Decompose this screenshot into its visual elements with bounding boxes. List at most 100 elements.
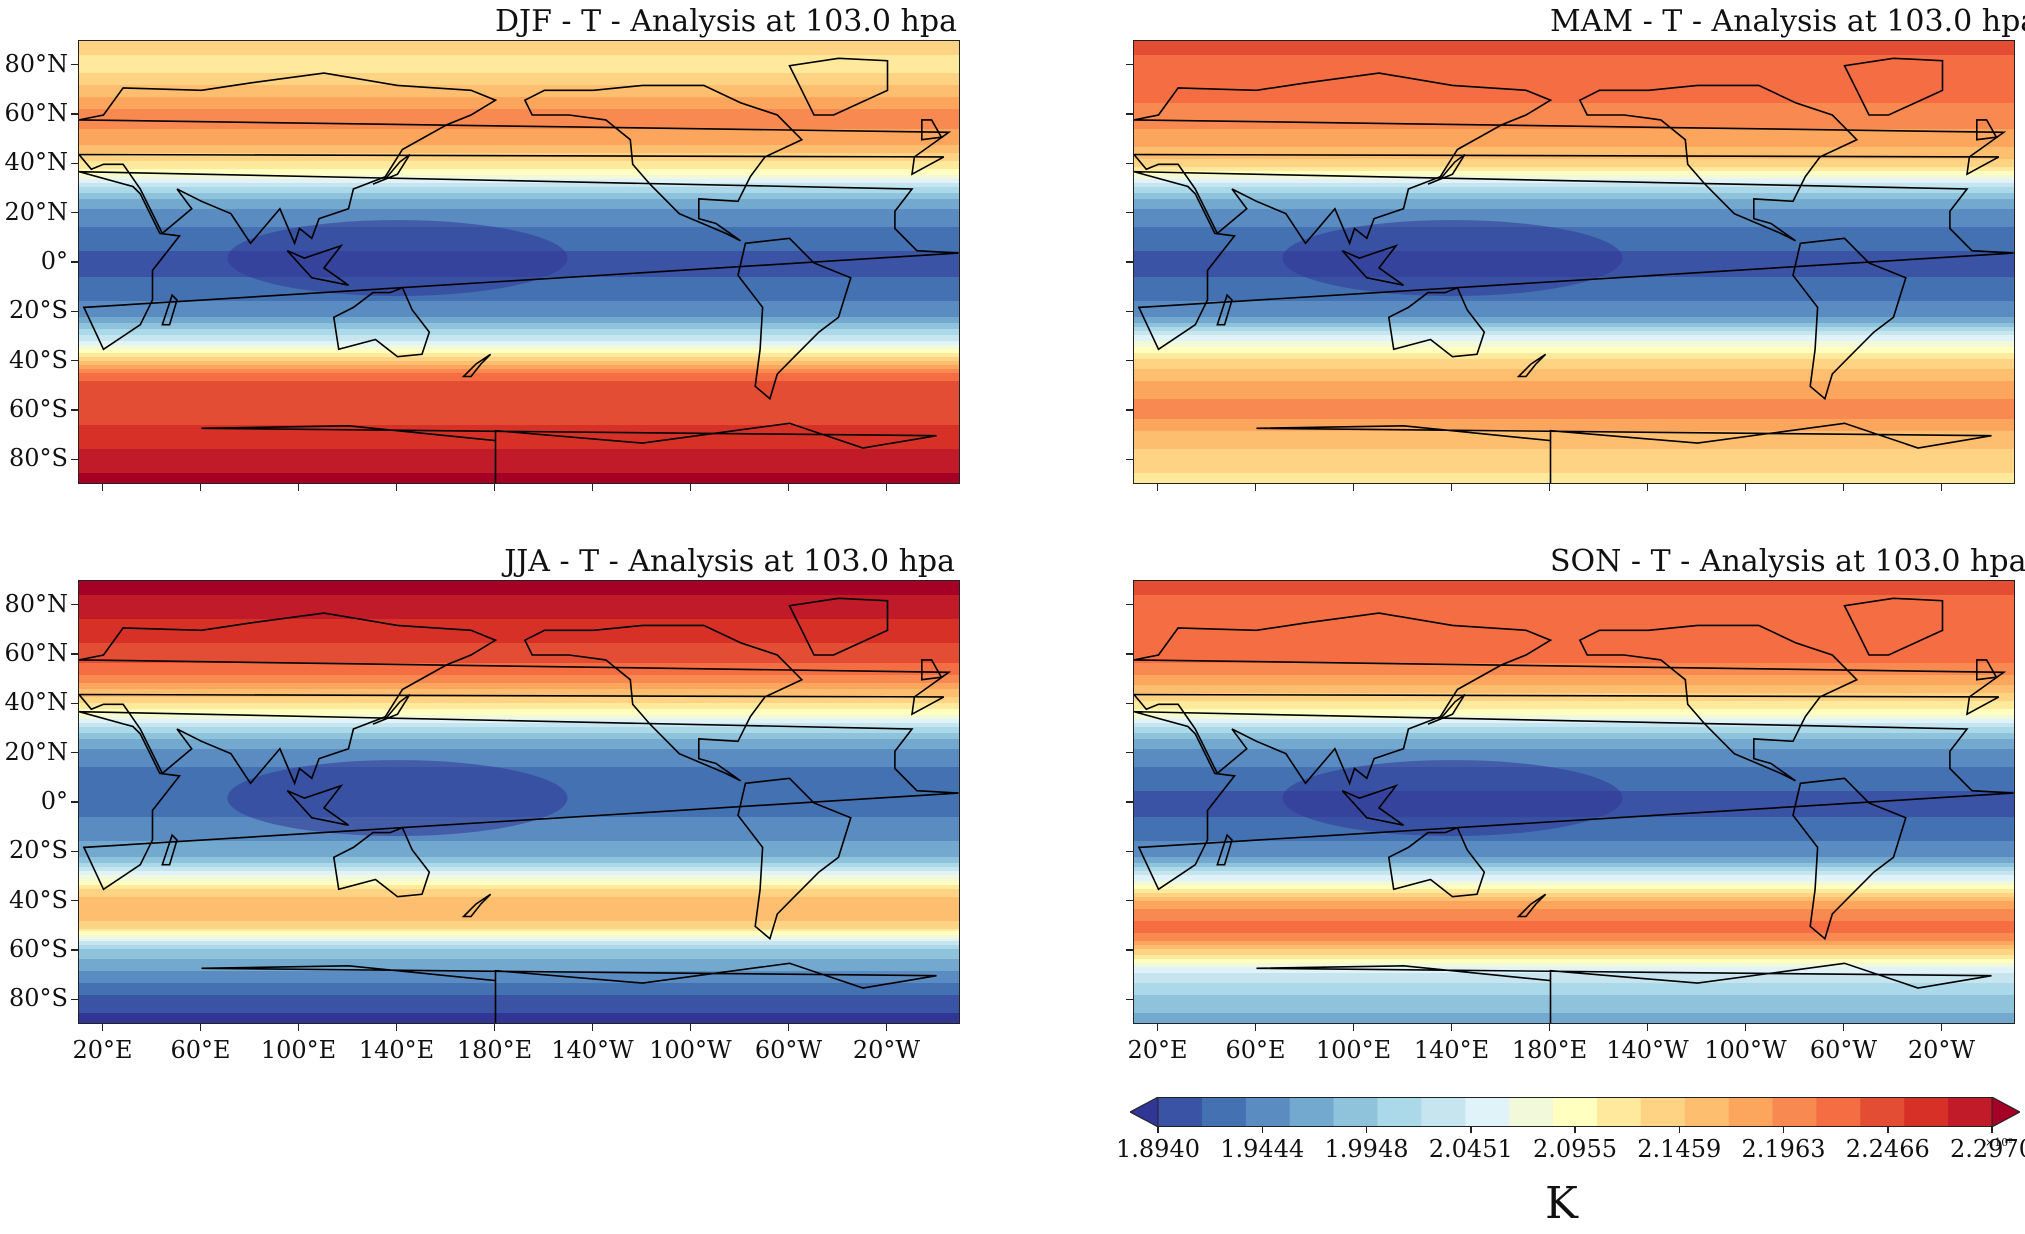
temperature-band [1134,341,2014,344]
lon-label: 100°E [1315,1036,1392,1064]
temperature-band [79,959,959,962]
temperature-band [79,669,959,672]
temperature-band [1134,951,2014,954]
temperature-band [1134,71,2014,74]
temperature-band [79,867,959,870]
temperature-band [79,205,959,208]
temperature-band [1134,87,2014,90]
temperature-band [79,631,959,634]
temperature-band [79,879,959,882]
temperature-band [1134,351,2014,354]
coastline [921,119,943,141]
temperature-band [79,165,959,168]
temperature-band [1134,761,2014,764]
colorbar-swatch [1377,1097,1422,1127]
temperature-band [79,887,959,890]
map-svg-jja [79,581,959,1023]
temperature-band [1134,97,2014,100]
temperature-band [1134,353,2014,356]
temperature-band [1134,953,2014,956]
coastline [161,293,178,326]
temperature-band [1134,483,2015,484]
temperature-band [1134,763,2014,766]
temperature-band [1134,739,2014,742]
coastline [1134,170,2014,351]
temperature-band [1134,113,2014,116]
lon-label: 100°E [260,1036,337,1064]
temperature-band [79,73,959,76]
coastline [788,57,889,116]
temperature-band [79,911,959,914]
temperature-band [79,227,959,230]
temperature-band [1134,955,2014,958]
temperature-band [1134,743,2014,746]
temperature-band [79,869,959,872]
temperature-band [1134,897,2014,900]
temperature-band [1134,399,2014,402]
colorbar-tick [1991,1127,1993,1133]
temperature-band [79,61,959,64]
temperature-band [79,175,959,178]
temperature-band [79,135,959,138]
temperature-band [1134,829,2014,832]
temperature-band [1134,963,2014,966]
temperature-band [1134,47,2014,50]
coastline [1216,293,1233,326]
temperature-band [79,327,959,330]
colorbar-label: 2.0955 [1533,1135,1617,1163]
lon-label: 180°E [1511,1036,1588,1064]
lon-tick [591,1024,594,1031]
lon-label: 140°W [1606,1036,1689,1064]
temperature-band [1134,831,2014,834]
temperature-band [1134,661,2014,664]
temperature-band [1134,629,2014,632]
temperature-band [79,461,959,464]
temperature-band [1134,605,2014,608]
lat-tick [1126,998,1133,1001]
temperature-band [79,865,959,868]
temperature-band [79,215,959,218]
lon-tick [787,1024,790,1031]
temperature-band [79,481,959,483]
temperature-band [1134,935,2014,938]
temperature-band [1134,443,2014,446]
temperature-band [1134,961,2014,964]
temperature-band [1134,825,2014,828]
temperature-band [79,467,959,470]
temperature-band [79,979,959,982]
temperature-band [1134,121,2014,124]
temperature-band [1134,175,2014,178]
coastline [1341,244,1404,286]
temperature-band [1134,203,2014,206]
temperature-band [1134,347,2014,350]
temperature-band [1134,51,2014,54]
temperature-band [79,341,959,344]
temperature-band [79,729,959,732]
temperature-band [1134,429,2014,432]
temperature-band [79,159,959,162]
temperature-band [79,593,959,596]
temperature-band [79,733,959,736]
temperature-band [1134,927,2014,930]
temperature-band [1134,655,2014,658]
temperature-band [1134,89,2014,92]
temperature-band [79,163,959,166]
coastline [79,612,952,786]
temperature-band [79,287,959,290]
cold-tropopause-region [227,220,568,297]
temperature-band [1134,895,2014,898]
temperature-band [1134,957,2014,960]
temperature-band [79,429,959,432]
temperature-band [79,473,959,476]
temperature-band [79,211,959,214]
temperature-band [1134,133,2014,136]
temperature-band [79,893,959,896]
temperature-band [79,963,959,966]
lon-tick [395,1024,398,1031]
temperature-band [79,441,959,444]
temperature-band [1134,215,2014,218]
temperature-band [1134,737,2014,740]
lat-label: 20°S [9,296,68,325]
temperature-band [79,331,959,334]
temperature-band [79,309,959,312]
